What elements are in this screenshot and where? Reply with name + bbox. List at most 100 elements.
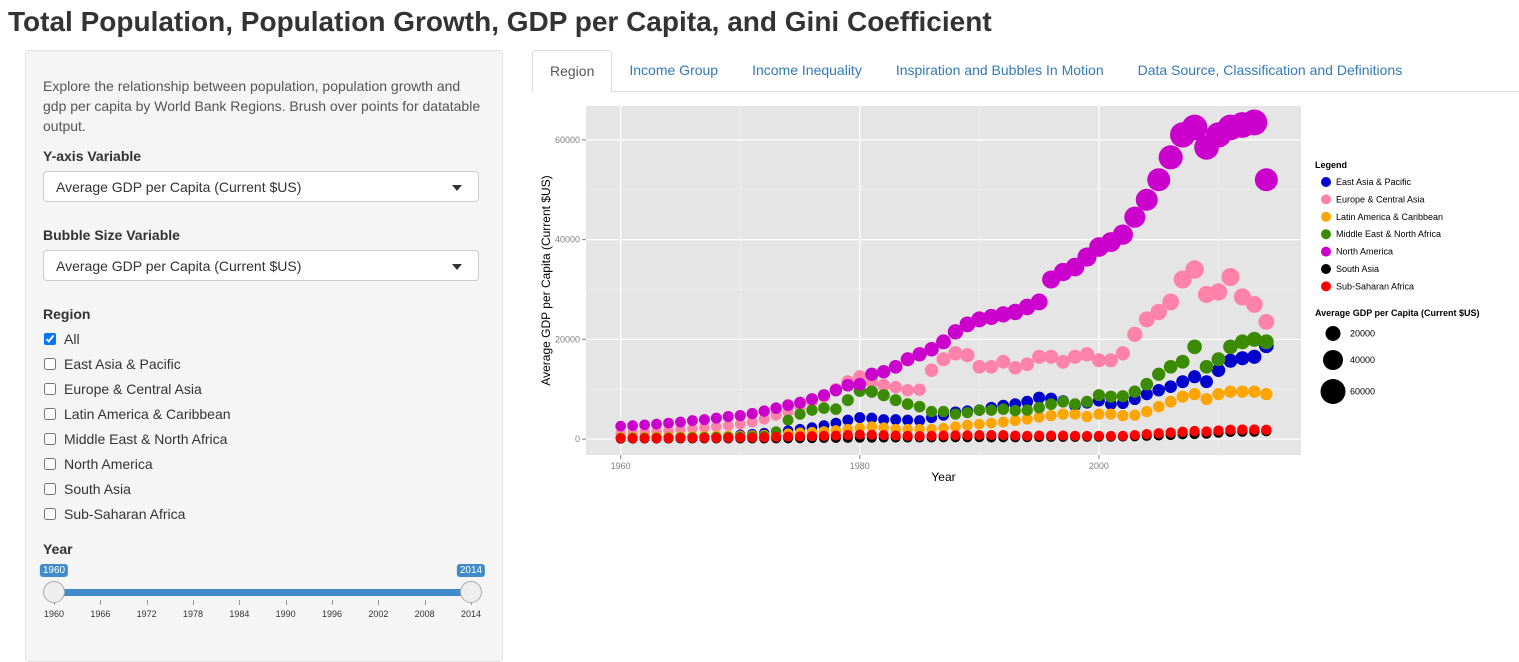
legend-title: Legend bbox=[1315, 160, 1347, 170]
checkbox[interactable] bbox=[44, 408, 56, 420]
bubble bbox=[639, 433, 650, 444]
bubble bbox=[902, 430, 913, 441]
bubble bbox=[1069, 408, 1081, 420]
slider-tick bbox=[285, 600, 287, 605]
x-axis-title: Year bbox=[931, 470, 955, 484]
bubble bbox=[830, 417, 842, 429]
bubble bbox=[651, 418, 662, 430]
bubble bbox=[782, 414, 794, 426]
bubble bbox=[938, 430, 949, 441]
region-option[interactable]: North America bbox=[43, 454, 153, 474]
bubble bbox=[973, 404, 986, 416]
bubble bbox=[1093, 430, 1105, 441]
bubble bbox=[1020, 357, 1035, 372]
option-label: North America bbox=[64, 456, 153, 472]
slider-tick-label: 1996 bbox=[321, 609, 343, 619]
y-tick-label: 40000 bbox=[555, 235, 580, 245]
bubble bbox=[1067, 349, 1083, 364]
bubble bbox=[1103, 353, 1118, 368]
tab[interactable]: Income Inequality bbox=[752, 62, 862, 78]
bubble bbox=[900, 352, 915, 367]
bubble bbox=[1021, 413, 1033, 425]
checkbox[interactable] bbox=[44, 333, 56, 345]
bubble bbox=[877, 365, 891, 379]
bubble bbox=[878, 422, 890, 433]
bubble bbox=[949, 408, 962, 420]
bubble bbox=[1069, 398, 1081, 411]
bubble bbox=[758, 413, 770, 425]
region-option[interactable]: All bbox=[43, 329, 80, 349]
size-legend-label: 60000 bbox=[1350, 387, 1375, 397]
size-variable-select[interactable]: Average GDP per Capita (Current $US) bbox=[43, 250, 479, 281]
size-legend-key bbox=[1323, 350, 1343, 370]
bubble bbox=[1030, 293, 1048, 311]
bubble bbox=[1158, 145, 1183, 170]
bubble bbox=[1056, 354, 1071, 369]
bubble bbox=[1213, 425, 1224, 436]
bubble bbox=[1069, 430, 1081, 441]
bubble bbox=[866, 421, 878, 432]
bubble bbox=[877, 389, 890, 402]
option-label: Latin America & Caribbean bbox=[64, 406, 231, 422]
slider-tick bbox=[424, 600, 426, 605]
bubble bbox=[711, 421, 722, 432]
bubble bbox=[1235, 351, 1250, 366]
slider-handle[interactable] bbox=[43, 581, 65, 603]
bubble bbox=[1249, 424, 1260, 435]
bubble bbox=[746, 416, 758, 428]
tab[interactable]: Inspiration and Bubbles In Motion bbox=[895, 62, 1104, 78]
bubble bbox=[806, 404, 818, 416]
y-variable-label: Y-axis Variable bbox=[43, 148, 142, 164]
option-label: Europe & Central Asia bbox=[64, 381, 202, 397]
bubble bbox=[698, 414, 710, 426]
tab[interactable]: Data Source, Classification and Definiti… bbox=[1137, 62, 1403, 78]
region-option[interactable]: Latin America & Caribbean bbox=[43, 404, 231, 424]
bubble bbox=[890, 414, 902, 426]
bubble bbox=[1189, 425, 1200, 437]
bubble bbox=[936, 352, 951, 367]
year-label: Year bbox=[43, 541, 73, 557]
bubble bbox=[1021, 395, 1034, 408]
bubble bbox=[1044, 349, 1059, 364]
region-option[interactable]: South Asia bbox=[43, 479, 131, 499]
y-variable-select[interactable]: Average GDP per Capita (Current $US) bbox=[43, 171, 479, 202]
slider-handle[interactable] bbox=[460, 581, 482, 603]
region-option[interactable]: Europe & Central Asia bbox=[43, 379, 202, 399]
bubble bbox=[771, 431, 782, 443]
checkbox[interactable] bbox=[44, 508, 56, 520]
bubble bbox=[805, 393, 818, 406]
bubble bbox=[913, 400, 926, 413]
bubble bbox=[1081, 395, 1093, 408]
bubble bbox=[914, 415, 926, 427]
bubble bbox=[747, 432, 758, 443]
checkbox[interactable] bbox=[44, 458, 56, 470]
bubble bbox=[1163, 359, 1178, 374]
checkbox[interactable] bbox=[44, 483, 56, 495]
bubble bbox=[1135, 188, 1158, 211]
bubble bbox=[687, 432, 698, 444]
bubble bbox=[971, 311, 988, 328]
slider-tick bbox=[100, 600, 102, 605]
region-option[interactable]: Middle East & North Africa bbox=[43, 429, 227, 449]
bubble bbox=[1105, 408, 1117, 420]
checkbox[interactable] bbox=[44, 358, 56, 370]
region-option[interactable]: East Asia & Pacific bbox=[43, 354, 181, 374]
y-tick-label: 20000 bbox=[555, 334, 580, 344]
checkbox[interactable] bbox=[44, 433, 56, 445]
bubble bbox=[984, 359, 999, 374]
bubble bbox=[1246, 331, 1262, 347]
checkbox[interactable] bbox=[44, 383, 56, 395]
tab[interactable]: Income Group bbox=[629, 62, 719, 78]
bubble bbox=[675, 433, 686, 444]
bubble bbox=[1032, 349, 1047, 364]
bubble bbox=[1153, 428, 1164, 439]
option-label: Sub-Saharan Africa bbox=[64, 506, 186, 522]
tab[interactable]: Region bbox=[532, 50, 613, 93]
bubble bbox=[1045, 398, 1057, 411]
bubble bbox=[1105, 430, 1116, 442]
bubble bbox=[817, 389, 831, 402]
bubble bbox=[1092, 389, 1106, 402]
region-option[interactable]: Sub-Saharan Africa bbox=[43, 504, 185, 524]
slider-tick-label: 1978 bbox=[182, 609, 204, 619]
bubble bbox=[1140, 377, 1154, 391]
